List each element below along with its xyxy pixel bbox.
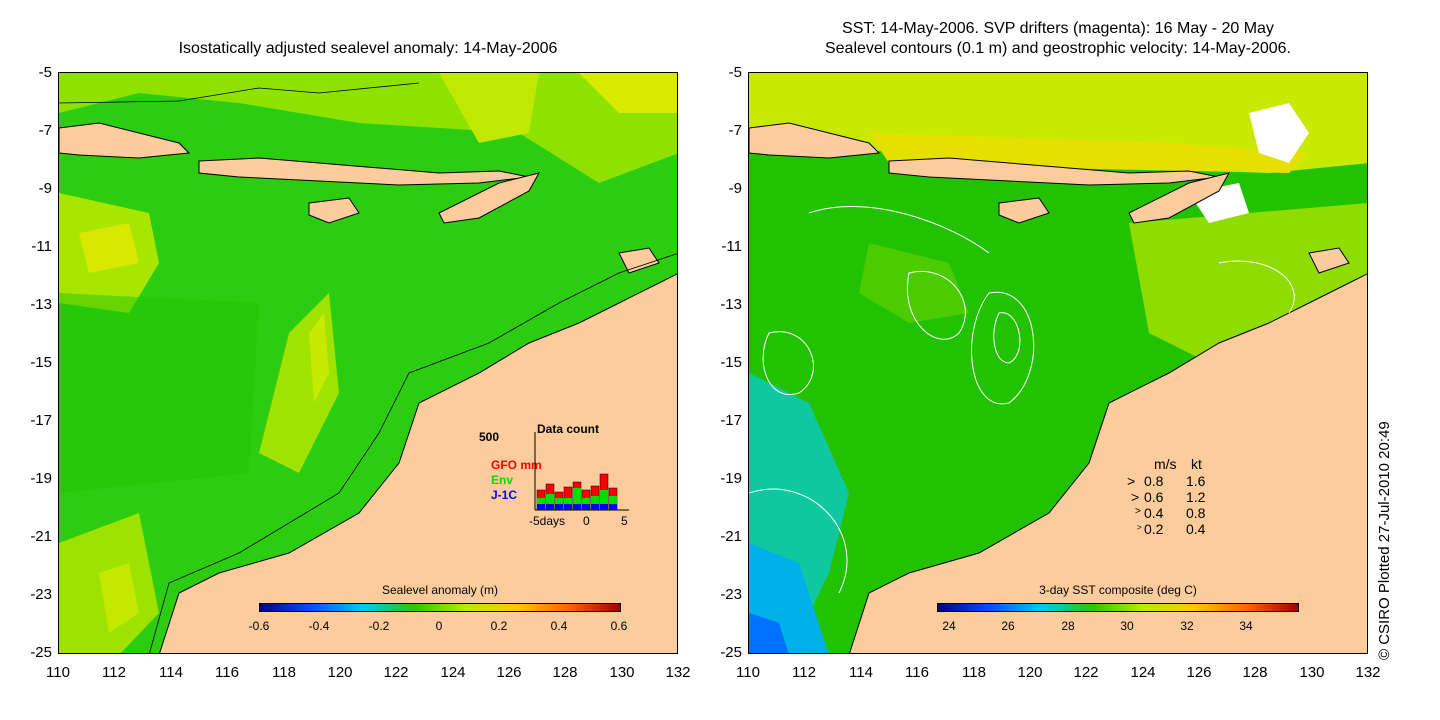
velocity-arrow-icon: > [1137,523,1142,532]
velocity-arrow-icon: > [1135,506,1141,517]
velocity-arrow-icon: > [1127,473,1136,489]
y-tick-label: -11 [31,238,52,255]
left-cbar-tick: 0.6 [610,619,628,633]
y-tick-label: -7 [38,122,52,139]
x-tick-label: 110 [46,664,70,681]
right-cbar-tick: 32 [1180,619,1194,633]
x-tick-label: 126 [496,664,522,681]
right-map-title-line1: SST: 14-May-2006. SVP drifters (magenta)… [842,20,1274,37]
x-tick-label: 124 [1130,664,1156,681]
y-tick-label: -25 [30,644,52,661]
inset-bars [536,473,618,511]
data-count-inset: 500 Data count GFO mm Env J-1C [479,418,639,528]
x-tick-label: 118 [272,664,296,681]
left-cbar-tick: 0.2 [490,619,508,633]
x-tick-label: 124 [440,664,466,681]
y-tick-label: -5 [38,64,52,81]
inset-ymax: 500 [479,430,500,444]
x-tick-label: 118 [962,664,986,681]
y-tick-label: -9 [38,180,52,197]
y-tick-label: -17 [30,412,52,429]
left-cbar-tick: 0 [435,619,443,633]
left-colorbar-title: Sealevel anomaly (m) [381,583,499,597]
x-tick-label: 120 [327,664,353,681]
right-map-svg [749,73,1367,653]
y-tick-label: -21 [30,528,52,545]
x-tick-label: 116 [215,664,239,681]
right-cbar-tick: 24 [942,619,956,633]
left-cbar-tick: -0.6 [248,619,270,633]
left-map-title: Isostatically adjusted sealevel anomaly:… [178,40,558,57]
y-tick-label: -25 [720,644,742,661]
y-tick-label: -5 [728,64,742,81]
x-tick-label: 128 [1242,664,1268,681]
inset-title: Data count [537,422,600,436]
right-map-title-line2: Sealevel contours (0.1 m) and geostrophi… [824,40,1291,57]
x-tick-label: 130 [1299,664,1325,681]
inset-xlabel-zero: 0 [583,514,590,528]
x-tick-label: 128 [552,664,578,681]
velocity-legend-ms: 0.8 [1144,473,1164,489]
velocity-legend-ms: 0.2 [1144,521,1164,537]
left-colorbar [259,603,621,612]
x-tick-label: 130 [609,664,635,681]
y-tick-label: -13 [720,296,742,313]
y-tick-label: -19 [720,470,742,487]
inset-xlabel-start: -5days [529,514,566,528]
right-cbar-tick: 28 [1061,619,1075,633]
velocity-legend-kt: 0.8 [1186,505,1206,521]
x-tick-label: 122 [1073,664,1099,681]
inset-legend-gfo: GFO mm [491,458,542,472]
x-tick-label: 132 [665,664,691,681]
inset-bar-chart [534,432,629,511]
x-tick-label: 116 [905,664,929,681]
inset-legend-j1c: J-1C [491,488,518,502]
velocity-legend-kt: 1.2 [1186,489,1206,505]
right-cbar-tick: 26 [1001,619,1015,633]
y-tick-label: -11 [721,238,742,255]
right-cbar-tick: 30 [1120,619,1134,633]
y-tick-label: -21 [720,528,742,545]
y-tick-label: -23 [720,586,742,603]
right-cbar-tick: 34 [1239,619,1253,633]
y-tick-label: -7 [728,122,742,139]
velocity-legend-kt: 1.6 [1186,473,1206,489]
x-tick-label: 114 [159,664,183,681]
velocity-arrow-icon: > [1131,489,1140,505]
x-tick-label: 112 [102,664,126,681]
velocity-legend-kt: 0.4 [1186,521,1206,537]
y-tick-label: -13 [30,296,52,313]
velocity-legend-ms: 0.6 [1144,489,1164,505]
right-map-panel: m/s kt > 0.8 1.6 > 0.6 1.2 > 0.4 0.8 > 0… [748,72,1368,654]
inset-legend-env: Env [491,473,514,487]
plot-credit: © CSIRO Plotted 27-Jul-2010 20:49 [1376,421,1393,660]
x-tick-label: 132 [1355,664,1381,681]
y-tick-label: -15 [30,354,52,371]
velocity-legend-header-ms: m/s [1154,456,1177,472]
left-cbar-tick: -0.2 [368,619,390,633]
velocity-legend-header-kt: kt [1191,456,1202,472]
x-tick-label: 114 [849,664,873,681]
x-tick-label: 126 [1186,664,1212,681]
left-map-panel: 500 Data count GFO mm Env J-1C [58,72,678,654]
left-map-svg [59,73,677,653]
y-tick-label: -9 [728,180,742,197]
left-cbar-tick: 0.4 [550,619,568,633]
left-cbar-tick: -0.4 [308,619,330,633]
velocity-legend-ms: 0.4 [1144,505,1164,521]
x-tick-label: 122 [383,664,409,681]
right-colorbar [937,603,1299,612]
right-colorbar-title: 3-day SST composite (deg C) [1039,583,1197,597]
x-tick-label: 110 [736,664,760,681]
y-tick-label: -17 [720,412,742,429]
y-tick-label: -15 [720,354,742,371]
inset-xlabel-end: 5 [621,514,628,528]
y-tick-label: -23 [30,586,52,603]
y-tick-label: -19 [30,470,52,487]
x-tick-label: 120 [1017,664,1043,681]
x-tick-label: 112 [792,664,816,681]
